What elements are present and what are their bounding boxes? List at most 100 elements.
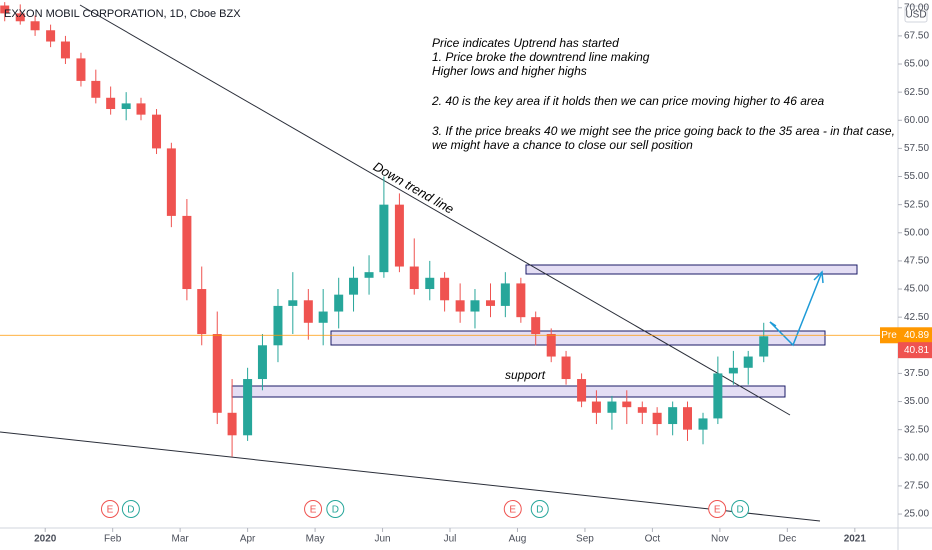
candle-body — [364, 272, 374, 278]
currency-box — [904, 5, 928, 23]
x-tick-label: Aug — [509, 534, 527, 545]
candle-body — [637, 407, 647, 413]
y-tick-label: 47.50 — [904, 256, 929, 267]
y-tick-label: 55.00 — [904, 171, 929, 182]
event-marker — [304, 500, 323, 518]
x-tick-label: Sep — [576, 534, 594, 545]
last-price: 40.81 — [904, 345, 929, 356]
candle-body — [440, 277, 450, 301]
y-tick-label: 50.00 — [904, 227, 929, 238]
candle-body — [713, 373, 723, 419]
y-tick-label: 30.00 — [904, 452, 929, 463]
candle-body — [379, 204, 389, 273]
event-label: E — [509, 505, 516, 516]
candle-body — [288, 300, 298, 306]
event-label: E — [714, 505, 721, 516]
candle-body — [622, 401, 632, 408]
event-marker — [708, 500, 727, 518]
candle-body — [607, 401, 617, 413]
support-zone — [231, 385, 786, 398]
event-marker — [326, 500, 345, 518]
candle-body — [212, 334, 222, 413]
candle-body — [425, 277, 435, 290]
candle-body — [303, 300, 313, 323]
key-zone — [330, 330, 826, 346]
candle-body — [182, 215, 192, 290]
candle-body — [60, 41, 70, 59]
pre-label: Pre — [881, 330, 897, 341]
lower-trend-line — [0, 431, 821, 522]
candle-body — [136, 103, 146, 115]
y-tick-label: 42.50 — [904, 312, 929, 323]
note-line: 1. Price broke the downtrend line making — [432, 50, 650, 64]
event-marker — [503, 500, 522, 518]
chart-title: EXXON MOBIL CORPORATION, 1D, Cboe BZX — [4, 8, 241, 20]
x-tick-label: Mar — [172, 534, 190, 545]
note-line: Higher lows and higher highs — [432, 64, 587, 78]
event-label: D — [536, 505, 543, 516]
candle-body — [470, 300, 480, 312]
note-line: Price indicates Uptrend has started — [432, 36, 619, 50]
x-tick-label: 2021 — [844, 534, 867, 545]
x-tick-label: Jun — [374, 534, 390, 545]
candle-body — [257, 345, 267, 380]
candle-body — [394, 204, 404, 267]
event-marker — [121, 500, 140, 518]
candle-body — [577, 379, 587, 402]
x-tick-label: Dec — [778, 534, 796, 545]
candle-body — [591, 401, 601, 413]
x-tick-label: May — [306, 534, 325, 545]
y-tick-label: 27.50 — [904, 481, 929, 492]
candle-body — [561, 356, 571, 380]
pre-tag — [880, 327, 898, 344]
candle-body — [668, 407, 678, 425]
event-label: E — [107, 505, 114, 516]
candle-body — [273, 305, 283, 346]
candle-body — [227, 412, 237, 436]
candle-body — [349, 277, 359, 295]
x-tick-label: Jul — [444, 534, 457, 545]
candle-body — [76, 58, 86, 81]
x-tick-label: Oct — [645, 534, 661, 545]
y-tick-label: 35.00 — [904, 396, 929, 407]
currency: USD — [905, 10, 926, 21]
candle-body — [197, 289, 207, 335]
projection-arrow — [769, 271, 823, 347]
candle-body — [106, 97, 116, 110]
y-tick-label: 37.50 — [904, 368, 929, 379]
candle-body — [682, 407, 692, 430]
event-label: D — [737, 505, 744, 516]
candle-body — [318, 311, 328, 323]
candle-body — [698, 418, 708, 430]
arrow-head — [813, 270, 824, 284]
x-tick-label: Feb — [104, 534, 122, 545]
candle-body — [0, 5, 10, 14]
last-price-tag — [898, 342, 932, 359]
event-marker — [100, 500, 119, 518]
y-tick-label: 32.50 — [904, 424, 929, 435]
candle-body — [46, 30, 56, 42]
x-tick-label: Apr — [240, 534, 256, 545]
candle-body — [166, 148, 176, 216]
candle-body — [652, 412, 662, 425]
pre-price-tag — [898, 327, 932, 344]
candle-body — [243, 379, 253, 436]
note-line: 2. 40 is the key area if it holds then w… — [431, 94, 825, 108]
candle-body — [500, 283, 510, 306]
candle-body — [728, 367, 738, 374]
event-marker — [731, 500, 750, 518]
event-label: E — [310, 505, 317, 516]
y-tick-label: 60.00 — [904, 115, 929, 126]
event-label: D — [332, 505, 339, 516]
y-tick-label: 67.50 — [904, 31, 929, 42]
down-trend-line — [79, 4, 791, 416]
candle-body — [531, 317, 541, 335]
y-tick-label: 65.00 — [904, 59, 929, 70]
y-tick-label: 25.00 — [904, 509, 929, 520]
y-tick-label: 62.50 — [904, 87, 929, 98]
x-tick-label: Nov — [711, 534, 729, 545]
candle-body — [759, 336, 769, 357]
candle-body — [121, 103, 131, 110]
candle-body — [485, 300, 495, 306]
